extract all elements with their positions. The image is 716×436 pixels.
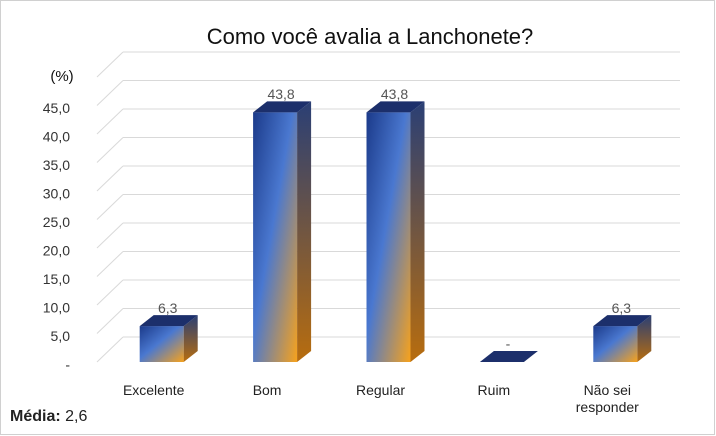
y-tick-label: 20,0 bbox=[43, 243, 70, 259]
bar-front bbox=[593, 326, 638, 362]
bar-side bbox=[297, 101, 312, 362]
bar-top bbox=[139, 315, 198, 327]
bar bbox=[593, 315, 652, 362]
x-tick-label: Bom bbox=[252, 382, 282, 398]
y-tick-label: 5,0 bbox=[51, 328, 71, 344]
bar bbox=[366, 101, 425, 362]
bar bbox=[479, 351, 538, 362]
y-tick-label: 40,0 bbox=[43, 129, 70, 145]
bar-side bbox=[637, 315, 652, 362]
bar-front bbox=[253, 112, 298, 362]
grid-line bbox=[96, 308, 124, 334]
grid-line bbox=[96, 222, 124, 249]
value-label: 43,8 bbox=[267, 86, 294, 102]
bar-top bbox=[253, 101, 312, 113]
grid-line bbox=[96, 279, 124, 306]
value-label: 6,3 bbox=[158, 300, 178, 316]
y-tick-label: 35,0 bbox=[43, 157, 70, 173]
note-label: Média: bbox=[10, 408, 61, 425]
grid-line bbox=[96, 165, 124, 192]
bar-top bbox=[366, 101, 425, 113]
y-tick-label: 10,0 bbox=[43, 300, 70, 316]
y-tick-label: - bbox=[65, 357, 70, 373]
note-text: 2,6 bbox=[65, 408, 88, 425]
x-tick-label: Excelente bbox=[122, 382, 185, 398]
bar bbox=[139, 315, 198, 362]
y-tick-label: 25,0 bbox=[43, 214, 70, 230]
x-tick-label: Regular bbox=[355, 382, 406, 398]
bar-top bbox=[479, 351, 538, 362]
note: Média: 2,6 bbox=[10, 408, 87, 426]
bar-top bbox=[593, 315, 652, 327]
y-tick-label: 45,0 bbox=[43, 100, 70, 116]
x-tick-label: Ruim bbox=[477, 382, 511, 398]
grid-line bbox=[96, 80, 124, 106]
grid-line bbox=[96, 51, 124, 78]
bar-front bbox=[366, 112, 411, 362]
bar-side bbox=[183, 315, 198, 362]
y-tick-label: 30,0 bbox=[43, 186, 70, 202]
value-label: 43,8 bbox=[381, 86, 408, 102]
bar-side bbox=[410, 101, 425, 362]
bar-front bbox=[139, 326, 184, 362]
x-tick-label: Não sei responder bbox=[575, 382, 639, 415]
grid-line bbox=[96, 251, 124, 277]
chart-title: Como você avalia a Lanchonete? bbox=[207, 24, 534, 49]
value-label: - bbox=[506, 336, 511, 352]
grid-line bbox=[96, 336, 124, 363]
value-label: 6,3 bbox=[612, 300, 632, 316]
bar bbox=[253, 101, 312, 362]
y-axis-label: (%) bbox=[50, 68, 73, 85]
y-tick-label: 15,0 bbox=[43, 271, 70, 287]
grid-line bbox=[96, 137, 124, 163]
grid-line bbox=[96, 108, 124, 135]
grid-line bbox=[96, 194, 124, 220]
